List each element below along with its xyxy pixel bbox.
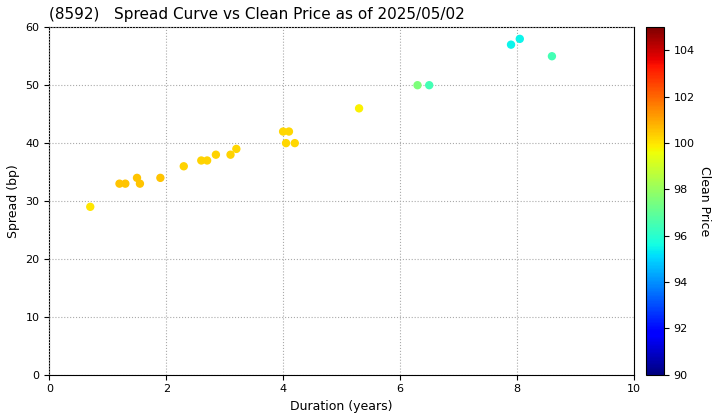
Point [280,140,292,147]
Y-axis label: Clean Price: Clean Price [698,166,711,236]
Text: (8592)   Spread Curve vs Clean Price as of 2025/05/02: (8592) Spread Curve vs Clean Price as of… [50,7,465,22]
Point [155,174,166,181]
Point [230,146,242,152]
Point [277,128,289,135]
Point [84,203,96,210]
Point [283,128,294,135]
Point [354,105,365,112]
Point [178,163,189,170]
Point [131,174,143,181]
Y-axis label: Spread (bp): Spread (bp) [7,164,20,238]
Point [202,157,213,164]
Point [423,82,435,89]
Point [505,41,517,48]
Point [412,82,423,89]
Point [120,180,131,187]
Point [514,36,526,42]
X-axis label: Duration (years): Duration (years) [290,400,393,413]
Point [134,180,145,187]
Point [546,53,558,60]
Point [210,151,222,158]
Point [196,157,207,164]
Point [289,140,300,147]
Point [114,180,125,187]
Point [225,151,236,158]
